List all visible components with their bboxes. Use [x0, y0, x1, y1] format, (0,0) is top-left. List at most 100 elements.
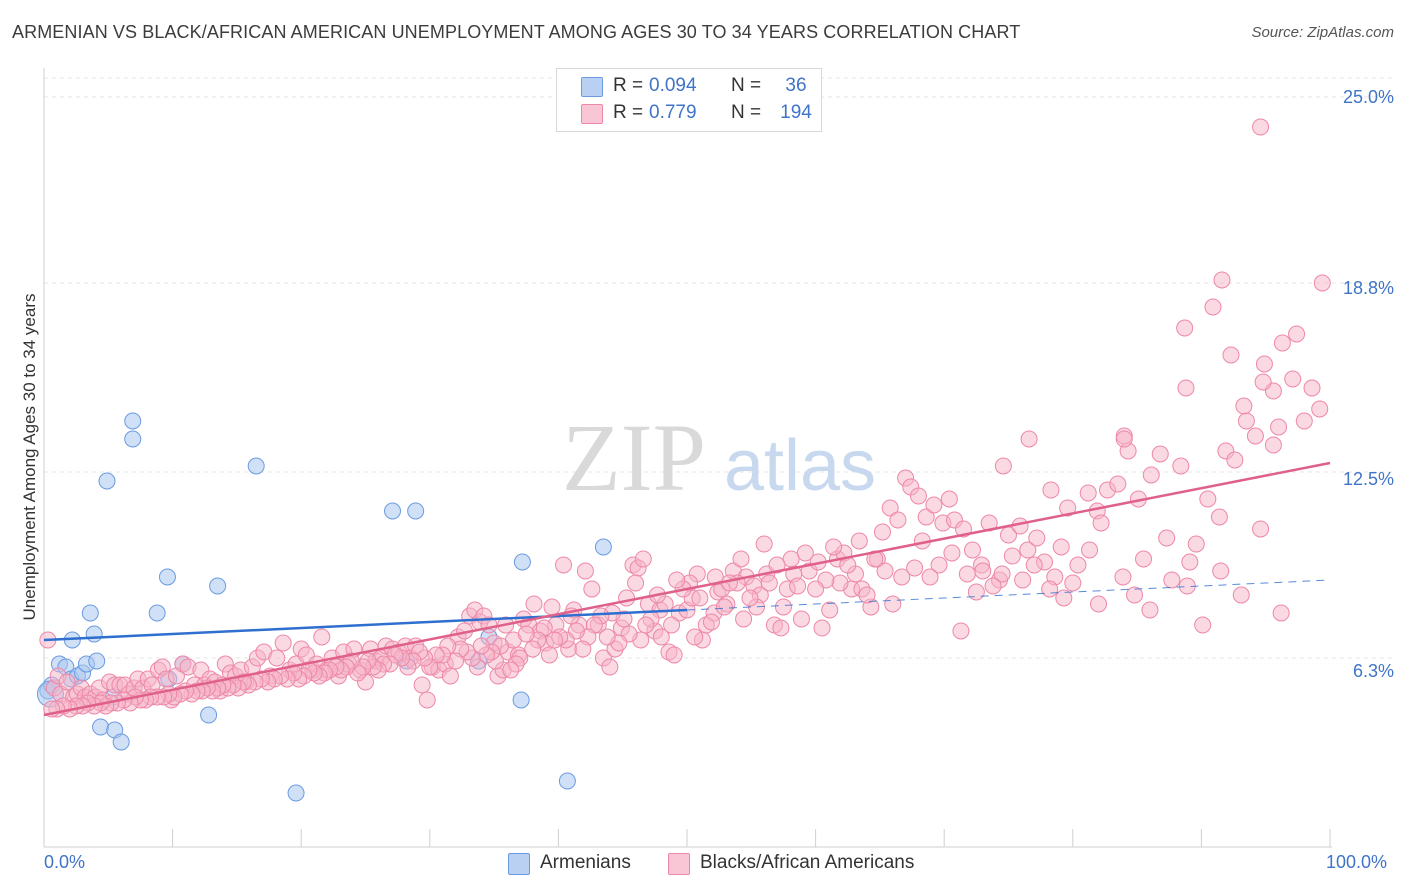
point-blacks — [1235, 397, 1253, 415]
point-blacks — [418, 691, 436, 709]
point-blacks — [1303, 379, 1321, 397]
point-blacks — [1212, 562, 1230, 580]
point-blacks — [665, 646, 683, 664]
r-value: 0.094 — [649, 75, 697, 96]
point-blacks — [993, 565, 1011, 583]
point-blacks — [663, 616, 681, 634]
point-blacks — [906, 559, 924, 577]
point-blacks — [637, 616, 655, 634]
trend-blacks — [43, 461, 1331, 717]
legend-blacks-swatch — [668, 853, 690, 875]
point-blacks — [921, 568, 939, 586]
point-blacks — [1090, 595, 1108, 613]
point-blacks — [796, 544, 814, 562]
point-blacks — [1232, 586, 1250, 604]
point-blacks — [984, 577, 1002, 595]
point-blacks — [502, 661, 520, 679]
y-tick-label: 18.8% — [1342, 278, 1394, 298]
point-blacks — [652, 628, 670, 646]
point-blacks — [1181, 553, 1199, 571]
point-blacks — [1172, 457, 1190, 475]
point-blacks — [884, 595, 902, 613]
x-tick-label-min: 0.0% — [44, 852, 86, 872]
point-blacks — [893, 568, 911, 586]
point-blacks — [813, 619, 831, 637]
point-blacks — [789, 577, 807, 595]
stats-box: R = 0.094 N = 36 R = 0.779 N = 194 — [556, 68, 822, 132]
point-blacks — [1254, 373, 1272, 391]
legend-blacks-label: Blacks/African Americans — [700, 852, 915, 873]
point-blacks — [1213, 271, 1231, 289]
point-blacks — [831, 574, 849, 592]
point-blacks — [1052, 538, 1070, 556]
point-blacks — [782, 550, 800, 568]
point-armenians — [384, 502, 402, 520]
point-blacks — [760, 574, 778, 592]
point-armenians — [513, 553, 531, 571]
point-blacks — [889, 511, 907, 529]
point-blacks — [1187, 535, 1205, 553]
point-blacks — [524, 640, 542, 658]
point-blacks — [1042, 481, 1060, 499]
point-blacks — [774, 598, 792, 616]
y-tick-label: 6.3% — [1352, 661, 1394, 681]
point-blacks — [1210, 508, 1228, 526]
y-tick-label: 12.5% — [1342, 469, 1394, 489]
point-blacks — [668, 571, 686, 589]
point-blacks — [517, 625, 535, 643]
point-blacks — [1064, 574, 1082, 592]
n-label: N = — [731, 75, 762, 96]
point-blacks — [1255, 355, 1273, 373]
point-armenians — [124, 412, 142, 430]
point-armenians — [112, 733, 130, 751]
point-blacks — [963, 541, 981, 559]
point-blacks — [1014, 571, 1032, 589]
point-blacks — [858, 586, 876, 604]
point-blacks — [881, 499, 899, 517]
point-blacks — [691, 589, 709, 607]
point-blacks — [1252, 520, 1270, 538]
point-blacks — [1237, 412, 1255, 430]
r-label: R = — [613, 102, 644, 123]
point-blacks — [1226, 451, 1244, 469]
axes — [43, 68, 1332, 848]
point-blacks — [1069, 556, 1087, 574]
point-blacks — [634, 550, 652, 568]
point-armenians — [407, 502, 425, 520]
point-blacks — [940, 490, 958, 508]
point-blacks — [574, 640, 592, 658]
point-blacks — [1019, 541, 1037, 559]
point-blacks — [1163, 571, 1181, 589]
point-blacks — [1246, 427, 1264, 445]
legend-armenians-swatch — [508, 853, 530, 875]
blacks-swatch — [581, 104, 603, 124]
legend-armenians-label: Armenians — [540, 852, 631, 873]
point-blacks — [952, 622, 970, 640]
point-blacks — [1222, 346, 1240, 364]
point-blacks — [943, 544, 961, 562]
watermark-zip: ZIP — [562, 404, 706, 511]
point-blacks — [274, 634, 292, 652]
point-blacks — [850, 532, 868, 550]
point-blacks — [1295, 412, 1313, 430]
n-label: N = — [731, 102, 762, 123]
point-armenians — [247, 457, 265, 475]
point-blacks — [1176, 319, 1194, 337]
chart-title: ARMENIAN VS BLACK/AFRICAN AMERICAN UNEMP… — [12, 22, 1021, 42]
point-blacks — [706, 568, 724, 586]
point-blacks — [1204, 298, 1222, 316]
point-blacks — [994, 457, 1012, 475]
point-blacks — [543, 598, 561, 616]
point-blacks — [715, 598, 733, 616]
point-armenians — [558, 772, 576, 790]
point-blacks — [598, 628, 616, 646]
point-blacks — [1020, 430, 1038, 448]
point-armenians — [92, 718, 110, 736]
x-tick-label-max: 100.0% — [1326, 852, 1388, 872]
point-blacks — [1288, 325, 1306, 343]
point-blacks — [772, 619, 790, 637]
source-label: Source: ZipAtlas.com — [1251, 24, 1394, 41]
trend-armenians-extension — [686, 579, 1331, 611]
point-blacks — [732, 550, 750, 568]
